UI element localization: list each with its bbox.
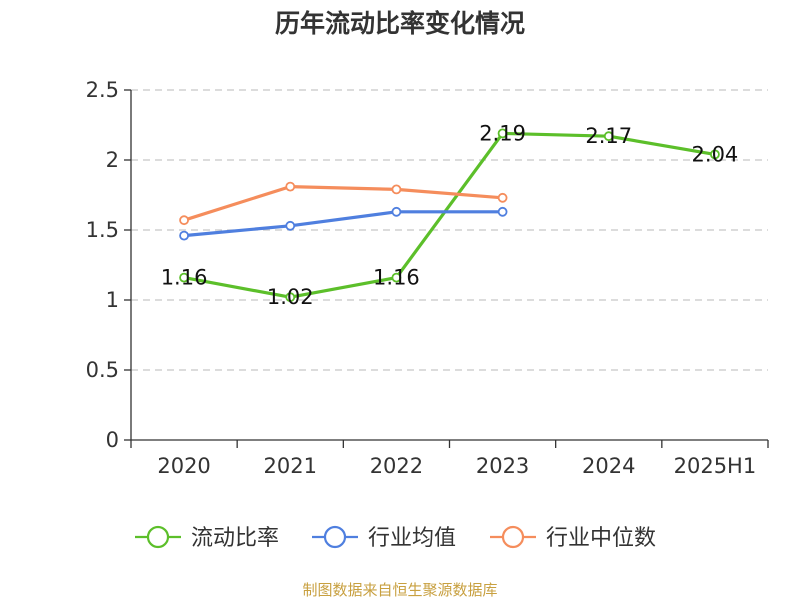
data-point — [497, 128, 508, 139]
legend-swatch-marker — [323, 525, 347, 549]
data-label: 1.16 — [161, 266, 208, 290]
chart-title: 历年流动比率变化情况 — [275, 9, 525, 38]
data-label: 2.19 — [479, 121, 526, 145]
x-tick-label: 2022 — [370, 454, 423, 478]
legend-label: 流动比率 — [191, 526, 279, 551]
x-tick-label: 2024 — [582, 454, 635, 478]
data-point — [179, 272, 189, 283]
series-line — [183, 185, 503, 222]
source-note: 制图数据来自恒生聚源数据库 — [302, 581, 497, 599]
data-label: 2.17 — [585, 124, 632, 148]
data-point — [497, 192, 508, 203]
x-tick-label: 2020 — [157, 454, 210, 478]
data-point — [497, 206, 508, 217]
legend-item[interactable]: 流动比率 — [135, 525, 279, 551]
y-tick-label: 1 — [106, 288, 119, 312]
series-line — [183, 131, 716, 299]
data-point — [710, 149, 720, 160]
data-labels: 1.16 1.02 1.16 2.19 2.17 2.04 — [161, 121, 739, 309]
legend-item[interactable]: 行业中位数 — [490, 525, 656, 551]
x-tick-label: 2021 — [264, 454, 317, 478]
data-label: 1.02 — [267, 285, 314, 309]
series-line — [183, 210, 503, 238]
data-point — [285, 220, 296, 231]
data-label: 2.04 — [692, 142, 739, 166]
x-tick-label: 2023 — [476, 454, 529, 478]
axes: 0 0.5 1 1.5 2 2.5 2020 2021 2022 2023 2024 2025H1 — [86, 78, 769, 478]
y-tick-label: 0 — [106, 428, 119, 452]
grid-lines — [131, 89, 768, 371]
y-tick-label: 1.5 — [86, 218, 119, 242]
series-layer — [179, 128, 720, 303]
data-point — [285, 292, 296, 303]
legend-swatch-marker — [146, 525, 170, 549]
legend-label: 行业均值 — [368, 526, 456, 551]
y-tick-label: 2 — [106, 148, 119, 172]
data-label: 1.16 — [373, 266, 420, 290]
legend-label: 行业中位数 — [546, 526, 656, 551]
data-point — [179, 215, 189, 226]
legend[interactable]: 流动比率 行业均值 行业中位数 — [135, 525, 656, 551]
data-point — [603, 131, 614, 142]
y-tick-label: 2.5 — [86, 78, 119, 102]
data-point — [391, 206, 402, 217]
data-point — [285, 181, 296, 192]
x-tick-label: 2025H1 — [674, 454, 757, 478]
data-point — [179, 230, 189, 241]
data-point — [391, 184, 402, 195]
legend-item[interactable]: 行业均值 — [312, 525, 456, 551]
legend-swatch-marker — [501, 525, 525, 549]
y-tick-label: 0.5 — [86, 358, 119, 382]
data-point — [391, 272, 402, 283]
